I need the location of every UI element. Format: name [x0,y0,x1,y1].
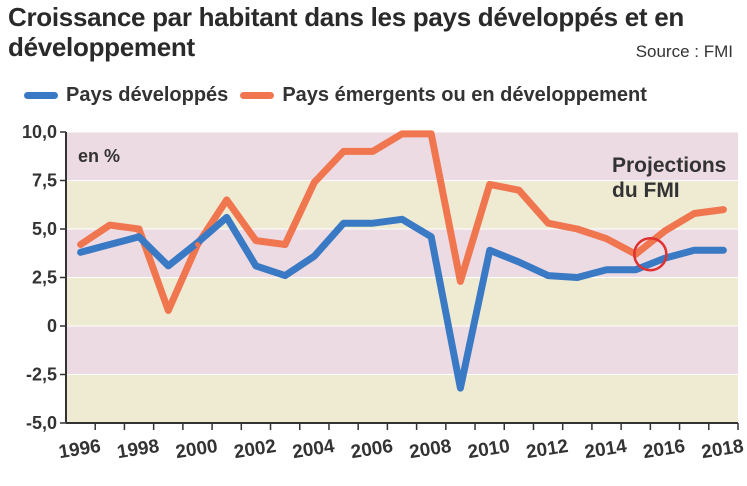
chart-legend: Pays développés Pays émergents ou en dév… [24,82,659,108]
data-point-developed [224,214,230,220]
data-point-emerging [253,238,259,244]
data-point-emerging [487,181,493,187]
data-point-emerging [457,278,463,284]
x-tick-label: 2010 [466,436,511,463]
data-point-developed [633,267,639,273]
data-point-developed [487,247,493,253]
data-point-developed [604,267,610,273]
data-point-emerging [428,131,434,137]
data-point-emerging [691,210,697,216]
y-tick-label: 2,5 [32,268,57,288]
data-point-developed [370,220,376,226]
data-point-developed [516,259,522,265]
data-point-emerging [282,242,288,248]
x-tick-label: 2002 [233,436,278,463]
data-point-developed [428,234,434,240]
data-point-emerging [136,226,142,232]
projection-highlight-circle [633,236,668,272]
y-tick-label: 5,0 [32,219,57,239]
data-point-developed [311,253,317,259]
data-point-emerging [341,148,347,154]
data-point-emerging [194,242,200,248]
data-point-developed [341,220,347,226]
data-point-emerging [720,207,726,213]
projection-label-line1: Projections [612,154,726,177]
chart-title: Croissance par habitant dans les pays dé… [8,2,684,62]
data-point-emerging [370,148,376,154]
data-point-developed [107,242,113,248]
data-point-developed [720,247,726,253]
data-point-emerging [545,220,551,226]
data-point-emerging [224,197,230,203]
data-point-developed [574,275,580,280]
x-tick-label: 1998 [116,436,161,463]
data-point-emerging [399,131,405,137]
unit-label: en % [78,146,120,166]
data-point-developed [78,249,84,255]
data-point-emerging [604,236,610,242]
data-point-developed [136,234,142,240]
chart-source: Source : FMI [635,42,733,61]
legend-item-developed: Pays développés [24,84,228,107]
plot-band [66,326,738,375]
data-point-emerging [311,179,317,185]
data-point-developed [253,263,259,269]
data-point-emerging [516,187,522,193]
x-tick-label: 2004 [291,436,336,463]
legend-label-developed: Pays développés [66,83,229,106]
projection-label-line2: du FMI [612,179,680,202]
data-point-developed [545,273,551,279]
data-point-developed [165,263,171,269]
x-tick-label: 1996 [57,436,102,463]
legend-item-emerging: Pays émergents ou en développement [240,84,647,107]
x-tick-label: 2014 [583,436,628,463]
data-point-developed [399,216,405,222]
data-point-emerging [165,307,171,313]
data-point-developed [457,385,463,391]
data-point-emerging [107,222,113,228]
x-tick-label: 2012 [525,436,570,463]
y-tick-label: 7,5 [32,171,57,191]
x-tick-label: 2000 [174,436,219,463]
x-tick-label: 2018 [700,436,745,463]
data-point-emerging [662,228,668,234]
y-tick-label: 10,0 [22,122,57,142]
x-tick-label: 2006 [349,436,394,463]
legend-swatch-developed [24,91,58,99]
data-point-developed [691,247,697,253]
legend-label-emerging: Pays émergents ou en développement [282,83,647,106]
data-point-developed [282,273,288,279]
y-tick-label: -2,5 [26,365,57,385]
data-point-emerging [78,242,84,248]
y-tick-label: 0 [47,316,57,336]
legend-swatch-emerging [240,91,275,99]
y-tick-label: -5,0 [26,413,57,433]
plot-band [66,132,738,181]
data-point-emerging [574,226,580,232]
x-tick-label: 2016 [642,436,687,463]
x-tick-label: 2008 [408,436,453,463]
plot-band [66,374,738,423]
